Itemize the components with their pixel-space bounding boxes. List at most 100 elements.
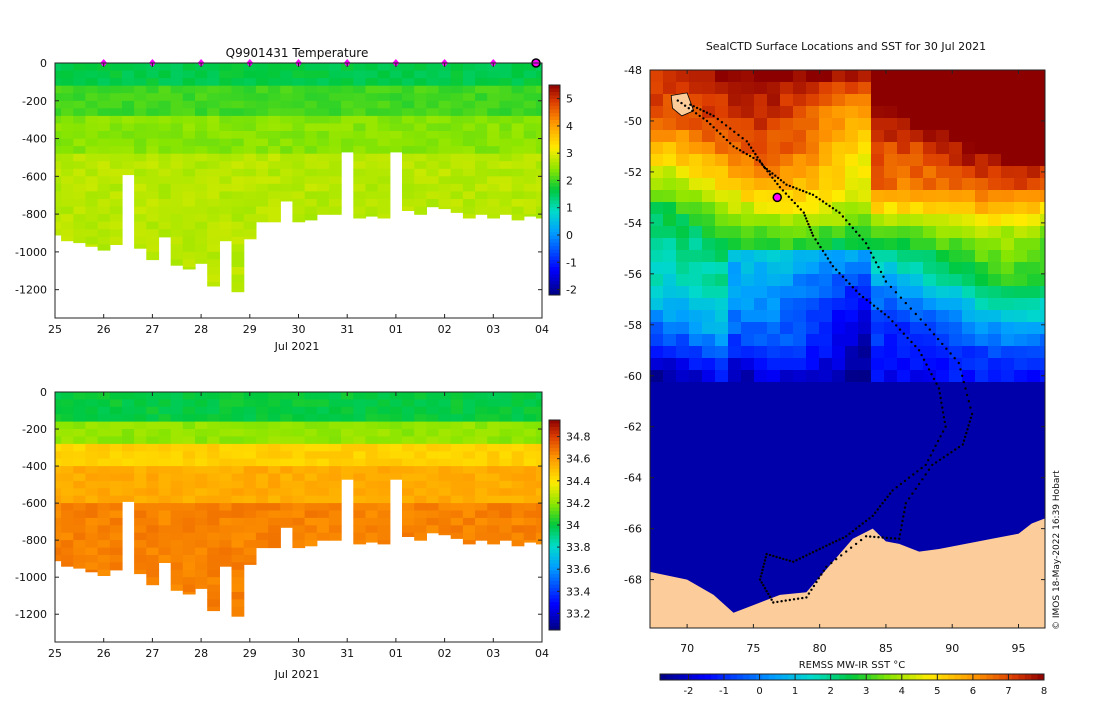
temperature-cell <box>268 176 281 185</box>
temperature-cell <box>146 214 160 223</box>
salinity-cell <box>146 414 160 423</box>
sst-cell <box>832 70 846 83</box>
salinity-cell <box>170 540 184 549</box>
temperature-cell <box>219 138 233 147</box>
temperature-cell <box>207 214 220 223</box>
temperature-cell <box>219 168 233 177</box>
sst-cell <box>1027 358 1041 371</box>
salinity-cell <box>450 466 464 475</box>
sst-cell <box>754 226 768 239</box>
sst-cell <box>650 334 664 347</box>
track-point <box>720 121 724 124</box>
salinity-cell <box>207 480 220 489</box>
temperature-cell <box>231 85 245 94</box>
salinity-cell <box>55 392 62 400</box>
temperature-cell <box>170 161 184 170</box>
sst-cell <box>780 526 794 539</box>
salinity-cell <box>462 451 476 460</box>
salinity-cell <box>158 540 172 549</box>
temperature-cell <box>499 78 513 87</box>
salinity-cell <box>55 458 62 467</box>
sst-cell <box>1040 178 1045 191</box>
salinity-cell <box>304 392 318 400</box>
sst-cell <box>1001 166 1015 179</box>
sst-cell <box>858 130 872 143</box>
sst-cell <box>949 118 963 131</box>
sst-cell <box>897 106 911 119</box>
sst-cell <box>806 262 820 275</box>
temperature-cell <box>353 161 367 170</box>
sst-cell <box>949 70 963 83</box>
sst-cell <box>923 478 937 491</box>
sst-colorbar-segment <box>967 674 975 680</box>
temperature-cell <box>61 108 74 117</box>
temperature-cell <box>402 108 415 117</box>
sst-cell <box>702 382 716 395</box>
temperature-cell <box>304 115 318 125</box>
temperature-cell <box>450 161 464 170</box>
sst-cell <box>897 418 911 431</box>
temperature-cell <box>55 115 62 125</box>
track-point <box>886 495 889 498</box>
salinity-cell <box>328 399 342 408</box>
temperature-cell <box>475 115 488 125</box>
temperature-cell <box>280 168 293 177</box>
salinity-cell <box>280 525 293 528</box>
salinity-cell <box>85 399 99 408</box>
temperature-cell <box>146 100 160 109</box>
sst-cell <box>1001 250 1015 263</box>
temperature-cell <box>292 131 306 140</box>
salinity-cell <box>195 569 208 578</box>
temperature-cell <box>450 85 464 94</box>
sst-cell <box>728 238 742 251</box>
sst-cell <box>663 346 677 359</box>
temperature-cell <box>219 93 233 102</box>
sst-cell <box>832 454 846 467</box>
sst-cell <box>910 454 924 467</box>
salinity-cell <box>255 406 269 415</box>
sst-colorbar-segment <box>941 674 949 680</box>
temperature-cell <box>462 199 476 208</box>
temperature-cell <box>328 100 342 109</box>
sst-cell <box>663 118 677 131</box>
temperature-cell <box>280 85 293 94</box>
salinity-colorbar-segment <box>549 560 560 564</box>
salinity-cell <box>316 406 330 415</box>
sst-cell <box>793 190 807 203</box>
salinity-cell <box>402 436 415 445</box>
salinity-cell <box>475 503 488 512</box>
sst-colorbar-segment <box>960 674 968 680</box>
track-point <box>702 117 705 120</box>
sst-cell <box>689 526 703 539</box>
salinity-cell <box>268 495 281 504</box>
salinity-cell <box>255 480 269 489</box>
salinity-cell <box>182 480 196 489</box>
salinity-cell <box>73 532 87 541</box>
sst-colorbar-tick-label: 5 <box>934 686 940 697</box>
sst-cell <box>1001 490 1015 503</box>
sst-colorbar-tick-label: 0 <box>756 686 762 697</box>
salinity-colorbar-segment <box>549 441 560 445</box>
salinity-cell <box>304 429 318 437</box>
temperature-cell <box>195 244 208 253</box>
sst-cell <box>897 94 911 107</box>
sst-cell <box>663 298 677 311</box>
track-point <box>932 377 936 381</box>
track-point <box>903 479 907 483</box>
sst-cell <box>689 358 703 371</box>
sst-cell <box>702 118 716 131</box>
salinity-cell <box>170 503 184 512</box>
temperature-cell <box>292 108 306 117</box>
temperature-cell <box>511 78 525 87</box>
temperature-cell <box>499 115 513 125</box>
temperature-cell <box>182 176 196 185</box>
temperature-cell <box>389 123 403 132</box>
salinity-cell <box>475 517 488 526</box>
temperature-cell <box>243 70 257 79</box>
temperature-cell <box>170 168 184 177</box>
temperature-cell <box>122 85 135 94</box>
temperature-cell <box>499 138 513 147</box>
temperature-cell <box>85 244 99 247</box>
sst-cell <box>975 406 989 419</box>
salinity-cell <box>85 517 99 526</box>
